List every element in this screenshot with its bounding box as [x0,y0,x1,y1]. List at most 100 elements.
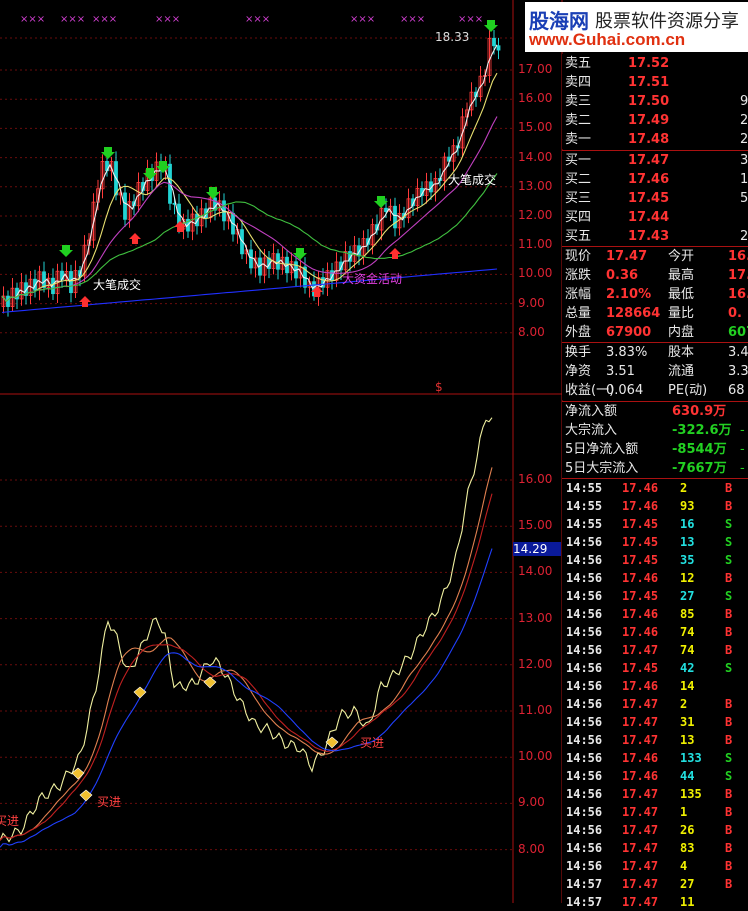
flow-value: -7667万 [672,461,727,476]
candle-body [82,244,87,277]
tick-side: B [725,841,733,855]
tick-price: 17.47 [622,643,659,657]
candle-body [226,212,231,222]
quote-label: 涨跌 [565,268,592,283]
tick-side: B [725,625,733,639]
tick-time: 14:56 [566,859,603,873]
quote-label: 今开 [668,249,695,264]
tick-price: 17.47 [622,787,659,801]
tick-volume: 11 [680,895,695,909]
tick-row[interactable]: 14:57 17.47 27 B [562,875,748,893]
tick-side: B [725,733,733,747]
indicator-red-line [0,493,493,841]
ask-label: 卖三 [565,94,592,109]
tick-price: 17.47 [622,715,659,729]
tick-row[interactable]: 14:56 17.45 42 S [562,659,748,677]
tick-volume: 27 [680,589,695,603]
y-tick-label: 11.00 [518,703,553,717]
tick-row[interactable]: 14:56 17.47 135 B [562,785,748,803]
tick-time: 14:56 [566,643,603,657]
fundamentals-panel: 换手 3.83% 股本 3.40 净资 3.51 流通 3.36 收益(一)0.064 PE(动)… [562,343,748,400]
tick-time: 14:56 [566,571,603,585]
flow-row: 5日净流入额 -8544万 - [562,440,748,459]
candle-body [492,37,496,47]
quote-value: 16. [728,249,748,264]
tick-price: 17.46 [622,607,659,621]
ask-label: 卖五 [565,56,592,71]
tick-time: 14:56 [566,661,603,675]
bid-volume: 1 [740,172,748,187]
tick-row[interactable]: 14:55 17.46 2 B [562,479,748,497]
fundamental-label: 股本 [668,345,695,360]
tick-volume: 16 [680,517,695,531]
tick-row[interactable]: 14:56 17.46 74 B [562,623,748,641]
tick-row[interactable]: 14:56 17.47 1 B [562,803,748,821]
indicator-orange-line [0,467,493,841]
candle-body [73,270,78,294]
tick-row[interactable]: 14:56 17.45 35 S [562,551,748,569]
tick-row[interactable]: 14:56 17.47 83 B [562,839,748,857]
tick-time: 14:56 [566,625,603,639]
tick-side: B [725,715,733,729]
tick-row[interactable]: 14:55 17.46 93 B [562,497,748,515]
tick-row[interactable]: 14:56 17.45 13 S [562,533,748,551]
flow-value: -322.6万 [672,423,732,438]
flow-row: 大宗流入 -322.6万 - [562,421,748,440]
y-tick-label: 9.00 [518,795,545,810]
candle-body [24,282,28,296]
candle-body [253,257,258,269]
bid-row: 买五 17.43 2 [562,227,748,246]
tick-row[interactable]: 14:56 17.45 27 S [562,587,748,605]
tick-time: 14:56 [566,823,603,837]
tick-price: 17.46 [622,751,659,765]
quote-value: 128664 [606,306,661,321]
quote-value: 67900 [606,325,652,340]
ask-row: 卖四 17.51 [562,73,748,92]
flow-row: 净流入额 630.9万 [562,402,748,421]
tick-side: S [725,553,733,567]
tick-row[interactable]: 14:56 17.47 4 B [562,857,748,875]
fundamental-value: 3.51 [606,364,635,379]
tick-row[interactable]: 14:56 17.46 133 S [562,749,748,767]
indicator-blue-line [0,548,493,848]
signal-x-marker: ××× [92,14,117,25]
sell-arrow-icon [59,245,73,257]
tick-row[interactable]: 14:56 17.46 14 [562,677,748,695]
fundamental-row: 净资 3.51 流通 3.36 [562,362,748,381]
candle-body [451,145,456,162]
flow-row: 5日大宗流入 -7667万 - [562,459,748,478]
tick-time: 14:56 [566,787,603,801]
tick-row[interactable]: 14:56 17.47 74 B [562,641,748,659]
y-tick-label: 12.00 [518,656,553,671]
annotation-big-trade-2: 大笔成交 [448,173,497,187]
tick-row[interactable]: 14:56 17.47 13 B [562,731,748,749]
quote-label: 量比 [668,306,695,321]
tick-side: B [725,877,733,891]
indicator-fast-line [0,417,493,843]
tick-list[interactable]: 14:55 17.46 2 B 14:55 17.46 93 B 14:55 17.45 16 S 14… [562,479,748,911]
sell-arrow-icon [293,248,307,260]
tick-row[interactable]: 14:57 17.47 11 [562,893,748,911]
tick-row[interactable]: 14:56 17.46 85 B [562,605,748,623]
quote-panel: 现价 17.47 今开 16. 涨跌 0.36 最高 17. 涨幅 2.10% 最低 16. 总量 128… [562,247,748,342]
quote-label: 最低 [668,287,695,302]
ask-price: 17.50 [628,94,670,109]
y-tick-label: 9.00 [518,295,545,310]
tick-row[interactable]: 14:56 17.46 44 S [562,767,748,785]
tick-time: 14:55 [566,481,603,495]
tick-row[interactable]: 14:55 17.45 16 S [562,515,748,533]
tick-row[interactable]: 14:56 17.47 2 B [562,695,748,713]
ask-volume: 9 [740,94,748,109]
y-tick-label: 15.00 [518,518,553,533]
candle-body [379,207,384,231]
logo-url: www.Guhai.com.cn [529,30,686,49]
tick-time: 14:56 [566,553,603,567]
tick-row[interactable]: 14:56 17.47 31 B [562,713,748,731]
tick-row[interactable]: 14:56 17.46 12 B [562,569,748,587]
fundamental-value: 0.064 [606,383,644,398]
fundamental-value: 3.36 [728,364,748,379]
ma-green-line [1,173,498,303]
ask-row: 卖一 17.48 2 [562,130,748,149]
tick-row[interactable]: 14:56 17.47 26 B [562,821,748,839]
